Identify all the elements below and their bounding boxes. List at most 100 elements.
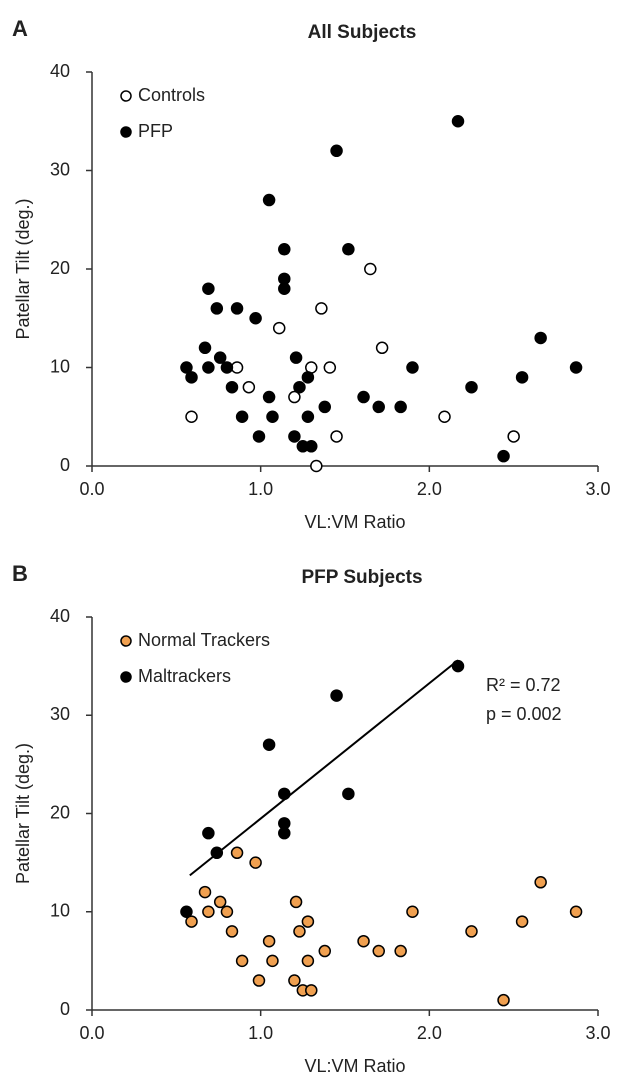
point [252,430,266,443]
legend-marker [120,671,132,683]
point [305,984,318,997]
x-tick-label: 3.0 [585,1023,610,1043]
point [406,361,419,374]
point [198,885,212,899]
point [569,361,583,374]
point [262,193,276,207]
point [357,934,370,948]
point [288,430,301,443]
point [330,144,343,158]
point [293,925,306,938]
y-axis-label: Patellar Tilt (deg.) [13,743,33,884]
point [213,351,227,364]
point [330,689,343,702]
point [465,925,478,938]
point [497,993,510,1007]
y-tick-label: 10 [50,356,70,376]
y-tick-label: 0 [60,999,70,1019]
point [278,282,291,295]
point [266,954,279,968]
point [272,321,286,335]
point [235,410,249,423]
point [252,974,266,987]
point [266,410,279,423]
point [342,787,355,801]
x-axis-label: VL:VM Ratio [304,1056,405,1076]
point [289,351,303,364]
point [289,895,303,909]
chart-title: PFP Subjects [301,567,422,588]
point [180,905,193,918]
point [515,915,529,928]
point [230,302,244,315]
point [242,380,256,394]
x-tick-label: 2.0 [417,479,442,499]
point [220,905,234,918]
point [202,905,215,918]
point [213,895,227,909]
point [534,331,547,345]
chart-title: All Subjects [308,22,417,43]
point [364,262,377,276]
point [330,430,343,443]
y-axis-label: Patellar Tilt (deg.) [13,198,33,339]
y-tick-label: 20 [50,258,70,278]
point [318,944,332,958]
legend-label: PFP [138,121,173,141]
point [534,876,547,889]
point [249,856,262,869]
point [315,302,328,315]
point [185,371,198,384]
x-tick-label: 2.0 [417,1023,442,1043]
point [185,915,198,928]
annotation: R² = 0.72 [486,675,561,695]
point [210,302,224,315]
legend-label: Normal Trackers [138,630,270,650]
point [357,390,370,404]
x-tick-label: 1.0 [248,1023,273,1043]
point [288,390,301,404]
point [372,400,385,414]
panel-label: B [12,561,28,586]
point [465,380,478,394]
point [180,361,193,374]
point [293,380,306,394]
y-tick-label: 30 [50,159,70,179]
x-tick-label: 0.0 [79,479,104,499]
point [497,449,510,463]
point [372,944,385,958]
point [301,954,315,968]
point [262,934,276,948]
point [202,826,215,840]
point [249,312,262,325]
point [394,400,407,414]
point [318,400,332,414]
point [185,410,198,423]
y-tick-label: 40 [50,61,70,81]
legend-marker [120,126,132,138]
point [394,944,407,958]
point [569,905,583,918]
x-tick-label: 0.0 [79,1023,104,1043]
point [198,341,212,355]
point [262,738,276,751]
point [375,341,389,355]
y-tick-label: 20 [50,802,70,822]
legend-label: Maltrackers [138,666,231,686]
y-tick-label: 0 [60,455,70,475]
point [406,905,419,918]
trendline [189,659,459,877]
point [235,954,249,968]
point [301,371,315,384]
point [278,826,291,840]
y-tick-label: 10 [50,901,70,921]
point [288,974,301,987]
point [230,846,244,860]
point [220,361,234,374]
point [225,380,239,394]
point [323,361,337,374]
point [301,410,315,423]
point [230,361,244,374]
legend-marker [120,90,132,102]
